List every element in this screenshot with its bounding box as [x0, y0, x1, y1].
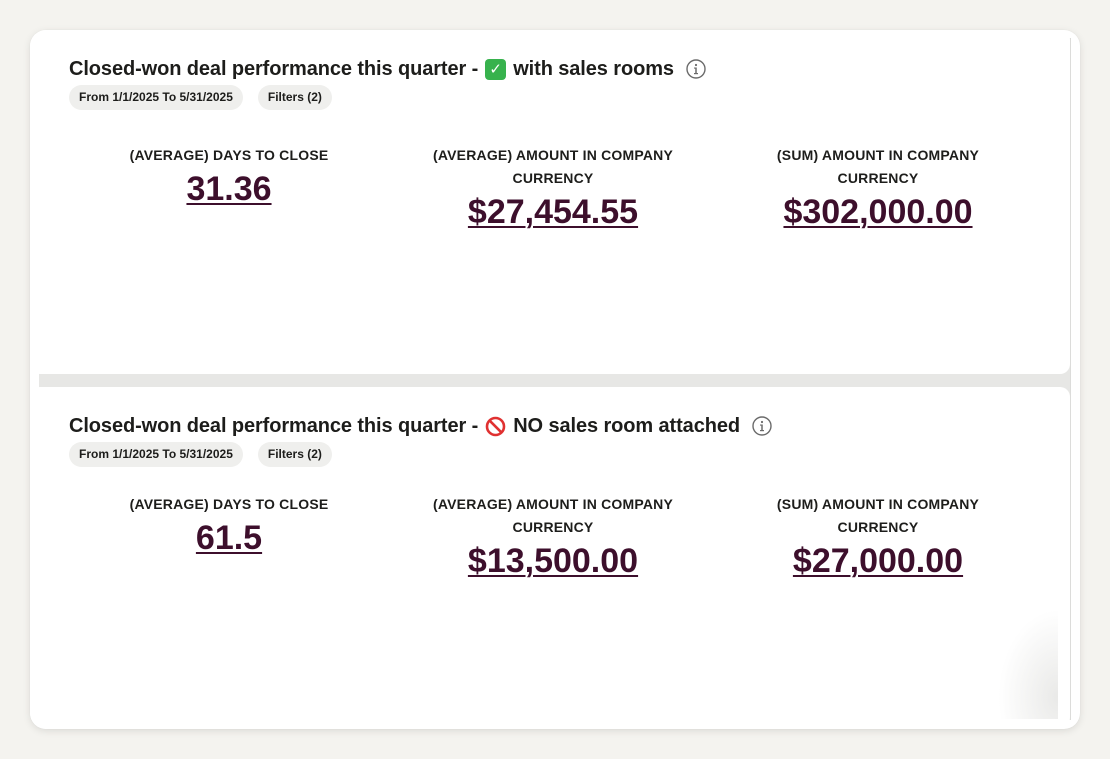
metric-value-link[interactable]: 61.5 [195, 519, 263, 557]
check-mark-emoji-icon: ✓ [485, 58, 507, 80]
report-panel-with-sales-rooms: Closed-won deal performance this quarter… [30, 30, 1070, 374]
metric-average-amount: (AVERAGE) AMOUNT IN COMPANY CURRENCY $27… [410, 144, 696, 232]
report-panel-no-sales-room: Closed-won deal performance this quarter… [30, 387, 1070, 729]
date-range-chip[interactable]: From 1/1/2025 To 5/31/2025 [69, 442, 243, 467]
info-icon[interactable] [752, 416, 772, 436]
panel-title-row: Closed-won deal performance this quarter… [69, 412, 772, 440]
filters-chip[interactable]: Filters (2) [257, 85, 332, 110]
metric-value-link[interactable]: $302,000.00 [783, 193, 973, 231]
panel-title-suffix: NO sales room attached [513, 414, 740, 437]
filters-chip[interactable]: Filters (2) [257, 442, 332, 467]
filter-chips: From 1/1/2025 To 5/31/2025 Filters (2) [69, 442, 332, 467]
panel-title-suffix: with sales rooms [513, 57, 674, 80]
metric-sum-amount: (SUM) AMOUNT IN COMPANY CURRENCY $27,000… [738, 493, 1018, 581]
dashboard-card: Closed-won deal performance this quarter… [30, 30, 1080, 729]
metric-value-link[interactable]: 31.36 [186, 170, 272, 208]
filter-chips: From 1/1/2025 To 5/31/2025 Filters (2) [69, 85, 332, 110]
metric-label: (SUM) AMOUNT IN COMPANY CURRENCY [776, 147, 980, 186]
metric-label: (AVERAGE) AMOUNT IN COMPANY CURRENCY [432, 147, 674, 186]
corner-shadow [998, 609, 1058, 719]
metric-label: (AVERAGE) DAYS TO CLOSE [129, 496, 329, 512]
metric-value-link[interactable]: $27,454.55 [467, 193, 639, 231]
date-range-chip[interactable]: From 1/1/2025 To 5/31/2025 [69, 85, 243, 110]
metric-value-link[interactable]: $27,000.00 [792, 542, 964, 580]
metric-label: (SUM) AMOUNT IN COMPANY CURRENCY [776, 496, 980, 535]
metric-days-to-close: (AVERAGE) DAYS TO CLOSE 31.36 [90, 144, 368, 209]
panel-title-row: Closed-won deal performance this quarter… [69, 55, 706, 83]
metric-label: (AVERAGE) DAYS TO CLOSE [129, 147, 329, 163]
prohibited-emoji-icon [485, 416, 506, 437]
metric-days-to-close: (AVERAGE) DAYS TO CLOSE 61.5 [90, 493, 368, 558]
panel-title-prefix: Closed-won deal performance this quarter… [69, 57, 479, 80]
metric-sum-amount: (SUM) AMOUNT IN COMPANY CURRENCY $302,00… [738, 144, 1018, 232]
panel-title-prefix: Closed-won deal performance this quarter… [69, 414, 479, 437]
metric-label: (AVERAGE) AMOUNT IN COMPANY CURRENCY [432, 496, 674, 535]
info-icon[interactable] [686, 59, 706, 79]
metric-average-amount: (AVERAGE) AMOUNT IN COMPANY CURRENCY $13… [410, 493, 696, 581]
metric-value-link[interactable]: $13,500.00 [467, 542, 639, 580]
